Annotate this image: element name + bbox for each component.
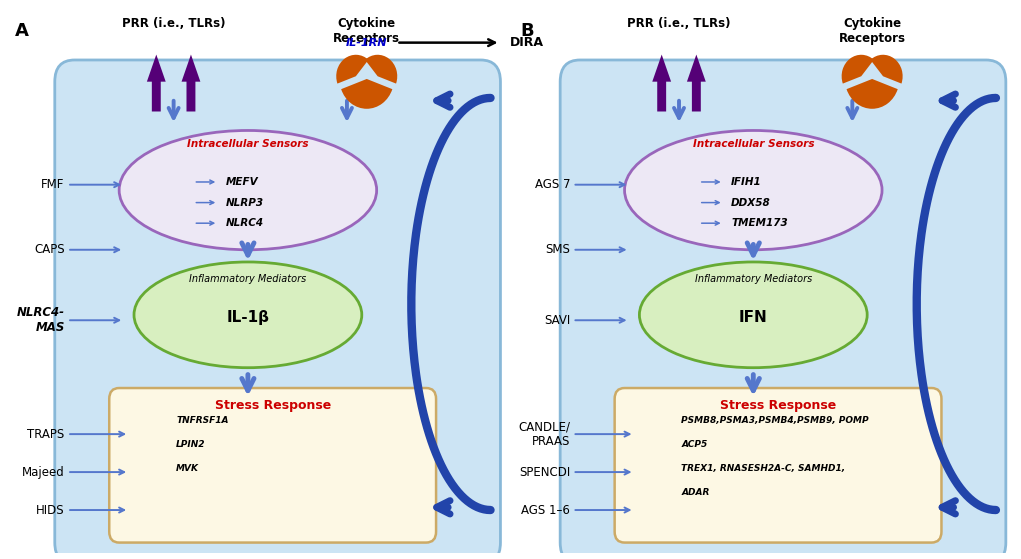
Text: B: B (521, 22, 534, 40)
Text: DIRA: DIRA (510, 36, 544, 49)
Text: TMEM173: TMEM173 (731, 218, 788, 228)
Text: TREX1, RNASESH2A-C, SAMHD1,: TREX1, RNASESH2A-C, SAMHD1, (681, 464, 845, 473)
Text: SAVI: SAVI (544, 314, 570, 327)
Text: MEFV: MEFV (226, 177, 258, 187)
Text: HIDS: HIDS (36, 504, 64, 517)
Ellipse shape (134, 262, 361, 368)
Text: PSMB8,PSMA3,PSMB4,PSMB9, POMP: PSMB8,PSMA3,PSMB4,PSMB9, POMP (681, 416, 869, 425)
FancyBboxPatch shape (109, 388, 436, 543)
Text: IL-1RN: IL-1RN (346, 37, 388, 48)
Text: CAPS: CAPS (34, 243, 64, 256)
Text: PRR (i.e., TLRs): PRR (i.e., TLRs) (627, 17, 731, 30)
Polygon shape (652, 55, 671, 111)
Text: FMF: FMF (41, 178, 64, 191)
Text: PRR (i.e., TLRs): PRR (i.e., TLRs) (121, 17, 226, 30)
Text: NLRC4-
MAS: NLRC4- MAS (16, 306, 64, 334)
Wedge shape (841, 55, 874, 84)
Text: Intracellular Sensors: Intracellular Sensors (692, 139, 814, 149)
Wedge shape (341, 79, 392, 109)
FancyBboxPatch shape (55, 60, 500, 559)
Text: MVK: MVK (176, 464, 199, 473)
Text: DDX58: DDX58 (731, 197, 771, 207)
Text: IFN: IFN (739, 310, 768, 325)
Text: IFIH1: IFIH1 (731, 177, 762, 187)
Text: Majeed: Majeed (21, 466, 64, 479)
Text: Cytokine
Receptors: Cytokine Receptors (838, 17, 906, 45)
Text: IL-1β: IL-1β (227, 310, 270, 325)
Text: SPENCDI: SPENCDI (519, 466, 570, 479)
FancyBboxPatch shape (561, 60, 1006, 559)
Text: LPIN2: LPIN2 (176, 440, 205, 449)
Text: ADAR: ADAR (681, 487, 710, 496)
Text: Inflammatory Mediators: Inflammatory Mediators (189, 274, 306, 284)
Wedge shape (336, 55, 369, 84)
Wedge shape (871, 55, 903, 84)
Text: AGS 1–6: AGS 1–6 (521, 504, 570, 517)
Text: TNFRSF1A: TNFRSF1A (176, 416, 229, 425)
Text: Stress Response: Stress Response (720, 400, 836, 413)
Ellipse shape (625, 130, 882, 250)
Polygon shape (182, 55, 200, 111)
Text: TRAPS: TRAPS (28, 428, 64, 440)
Wedge shape (846, 79, 897, 109)
Polygon shape (687, 55, 706, 111)
Ellipse shape (639, 262, 867, 368)
Ellipse shape (119, 130, 377, 250)
Text: SMS: SMS (545, 243, 570, 256)
Text: Cytokine
Receptors: Cytokine Receptors (333, 17, 400, 45)
Text: Inflammatory Mediators: Inflammatory Mediators (694, 274, 812, 284)
FancyBboxPatch shape (615, 388, 941, 543)
Text: Stress Response: Stress Response (214, 400, 331, 413)
Text: A: A (15, 22, 29, 40)
Text: NLRC4: NLRC4 (226, 218, 263, 228)
Text: NLRP3: NLRP3 (226, 197, 263, 207)
Polygon shape (147, 55, 165, 111)
Text: ACP5: ACP5 (681, 440, 708, 449)
Text: CANDLE/
PRAAS: CANDLE/ PRAAS (518, 420, 570, 448)
Wedge shape (366, 55, 397, 84)
Text: AGS 7: AGS 7 (535, 178, 570, 191)
Text: Intracellular Sensors: Intracellular Sensors (187, 139, 308, 149)
